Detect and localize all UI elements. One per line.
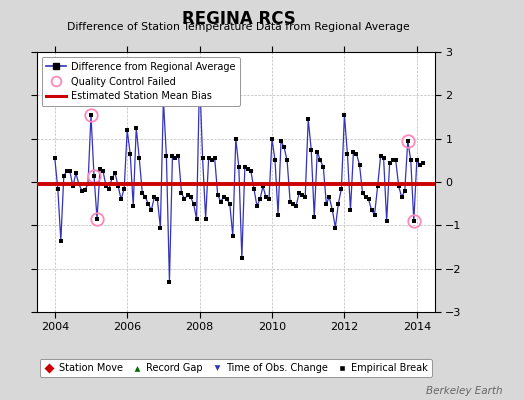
Text: REGINA RCS: REGINA RCS: [181, 10, 296, 28]
Text: Difference of Station Temperature Data from Regional Average: Difference of Station Temperature Data f…: [67, 22, 410, 32]
Text: Berkeley Earth: Berkeley Earth: [427, 386, 503, 396]
Legend: Station Move, Record Gap, Time of Obs. Change, Empirical Break: Station Move, Record Gap, Time of Obs. C…: [39, 359, 432, 377]
Legend: Difference from Regional Average, Quality Control Failed, Estimated Station Mean: Difference from Regional Average, Qualit…: [41, 57, 240, 106]
